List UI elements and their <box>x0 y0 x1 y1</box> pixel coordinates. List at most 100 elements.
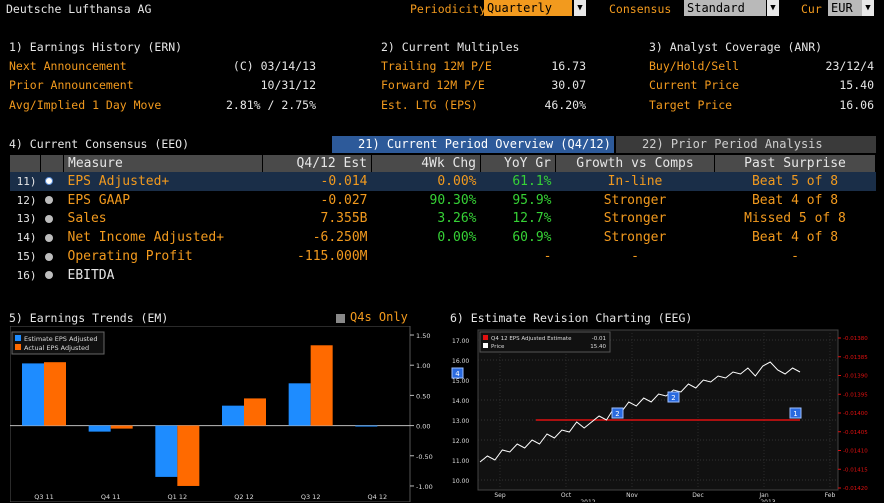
revision-flag-icon[interactable] <box>667 391 680 403</box>
bar-actual <box>177 425 200 486</box>
comps-cell: Stronger <box>603 192 667 208</box>
x-tick-label: Q3 11 <box>34 493 54 501</box>
trailing-pe-label: Trailing 12M P/E <box>381 59 492 73</box>
header-yoy-gr[interactable]: YoY Gr <box>480 155 556 172</box>
periodicity-label: Periodicity <box>410 2 487 16</box>
right-y-tick-label: -0.01380 <box>843 336 868 342</box>
chevron-down-icon[interactable]: ▼ <box>862 0 874 16</box>
y-tick-label: -0.50 <box>416 453 433 461</box>
current-consensus-title[interactable]: 4) Current Consensus (EEO) <box>9 137 190 151</box>
company-name: Deutsche Lufthansa AG <box>6 2 152 16</box>
header-4wk-chg[interactable]: 4Wk Chg <box>371 155 481 172</box>
left-y-tick-label: 14.00 <box>452 398 469 405</box>
measure-cell[interactable]: Sales <box>67 211 107 227</box>
bar-estimate <box>22 363 44 426</box>
estimate-cell <box>263 266 372 285</box>
measure-cell[interactable]: Net Income Adjusted+ <box>67 230 225 246</box>
legend-swatch <box>15 335 21 341</box>
currency-label: Cur <box>801 2 822 16</box>
radio-button[interactable] <box>41 191 64 210</box>
measure-cell[interactable]: Operating Profit <box>67 249 193 265</box>
table-row[interactable]: 13) Sales 7.355B 3.26% 12.7% Stronger Mi… <box>10 210 876 229</box>
surprise-cell: Beat 4 of 8 <box>751 192 839 208</box>
left-y-tick-label: 16.00 <box>452 358 469 365</box>
chg-cell: 90.30% <box>429 192 477 208</box>
analyst-coverage-title[interactable]: 3) Analyst Coverage (ANR) <box>649 40 823 54</box>
chg-cell: 3.26% <box>437 211 477 227</box>
yoy-cell: - <box>543 249 552 265</box>
measure-cell[interactable]: EPS GAAP <box>67 192 131 208</box>
y-tick-label: 0.00 <box>416 423 430 431</box>
plot-area <box>10 326 411 502</box>
tab-current-period-overview[interactable]: 21) Current Period Overview (Q4/12) <box>332 136 614 153</box>
left-y-tick-label: 11.00 <box>452 458 469 465</box>
row-number: 12) <box>16 193 37 207</box>
table-row[interactable]: 16) EBITDA <box>10 266 876 285</box>
chevron-down-icon[interactable]: ▼ <box>574 0 586 16</box>
estimate-revision-title[interactable]: 6) Estimate Revision Charting (EEG) <box>450 311 693 325</box>
left-y-tick-label: 15.00 <box>452 378 469 385</box>
buy-hold-sell-value: 23/12/4 <box>825 59 874 73</box>
yoy-cell: 95.9% <box>512 192 552 208</box>
comps-cell: - <box>631 249 639 265</box>
target-price-value: 16.06 <box>839 98 874 112</box>
x-tick-label: Oct <box>561 492 572 499</box>
next-announcement-label: Next Announcement <box>9 59 127 73</box>
tab-prior-period-analysis[interactable]: 22) Prior Period Analysis (Q3/12) <box>616 136 876 168</box>
table-row[interactable]: 12) EPS GAAP -0.027 90.30% 95.9% Stronge… <box>10 191 876 210</box>
measure-cell[interactable]: EBITDA <box>67 267 115 283</box>
header-estimate[interactable]: Q4/12 Est <box>262 155 372 172</box>
currency-dropdown[interactable]: EUR <box>828 0 862 16</box>
buy-hold-sell-label: Buy/Hold/Sell <box>649 59 740 73</box>
radio-button[interactable] <box>41 266 64 285</box>
revision-flag-icon[interactable] <box>611 407 624 419</box>
radio-button[interactable] <box>40 172 64 191</box>
row-number: 16) <box>16 268 37 282</box>
table-row[interactable]: 14) Net Income Adjusted+ -6.250M 0.00% 6… <box>10 228 876 247</box>
next-announcement-value: (C) 03/14/13 <box>232 59 316 73</box>
header-radio <box>40 155 64 172</box>
estimate-cell: 7.355B <box>320 211 368 227</box>
estimate-cell: -115.000M <box>297 249 368 265</box>
y-tick-label: 1.00 <box>416 362 430 370</box>
prior-announcement-value: 10/31/12 <box>260 78 316 92</box>
radio-button[interactable] <box>41 210 64 229</box>
legend-label: Q4 12 EPS Adjusted Estimate <box>491 336 572 342</box>
table-row[interactable]: 15) Operating Profit -115.000M - - - <box>10 247 876 266</box>
right-y-tick-label: -0.01405 <box>843 430 868 436</box>
header-measure[interactable]: Measure <box>63 155 263 172</box>
bar-estimate <box>355 425 378 427</box>
q4s-only-checkbox[interactable] <box>336 314 345 323</box>
chevron-down-icon[interactable]: ▼ <box>767 0 779 16</box>
chg-cell: 0.00% <box>437 230 477 246</box>
current-multiples-title[interactable]: 2) Current Multiples <box>381 40 520 54</box>
revision-flag-icon[interactable] <box>789 407 802 419</box>
yoy-cell: 61.1% <box>480 172 556 191</box>
est-ltg-label: Est. LTG (EPS) <box>381 98 478 112</box>
x-year-label: 2012 <box>580 499 595 502</box>
periodicity-dropdown[interactable]: Quarterly <box>484 0 572 16</box>
est-ltg-value: 46.20% <box>544 98 586 112</box>
estimate-cell: -6.250M <box>312 230 368 246</box>
legend-box <box>11 331 105 355</box>
earnings-history-title[interactable]: 1) Earnings History (ERN) <box>9 40 183 54</box>
earnings-trends-title[interactable]: 5) Earnings Trends (EM) <box>9 311 169 325</box>
revision-flag-icon[interactable] <box>451 367 464 379</box>
radio-button[interactable] <box>41 228 64 247</box>
q4s-only-label[interactable]: Q4s Only <box>350 310 408 324</box>
chg-cell <box>372 266 481 285</box>
measure-cell[interactable]: EPS Adjusted+ <box>63 172 263 191</box>
header-growth-vs-comps[interactable]: Growth vs Comps <box>555 155 715 172</box>
table-row[interactable]: 11) EPS Adjusted+ -0.014 0.00% 61.1% In-… <box>10 172 876 191</box>
forward-pe-value: 30.07 <box>551 78 586 92</box>
radio-button[interactable] <box>41 247 64 266</box>
header-past-surprise[interactable]: Past Surprise <box>714 155 876 172</box>
row-number: 13) <box>16 212 37 226</box>
row-number: 14) <box>16 231 37 245</box>
surprise-cell: Missed 5 of 8 <box>744 211 846 227</box>
bar-estimate <box>222 405 244 426</box>
x-year-label: 2013 <box>760 499 775 502</box>
left-y-tick-label: 10.00 <box>452 478 469 485</box>
consensus-dropdown[interactable]: Standard <box>684 0 766 16</box>
day-move-value: 2.81% / 2.75% <box>225 98 316 112</box>
